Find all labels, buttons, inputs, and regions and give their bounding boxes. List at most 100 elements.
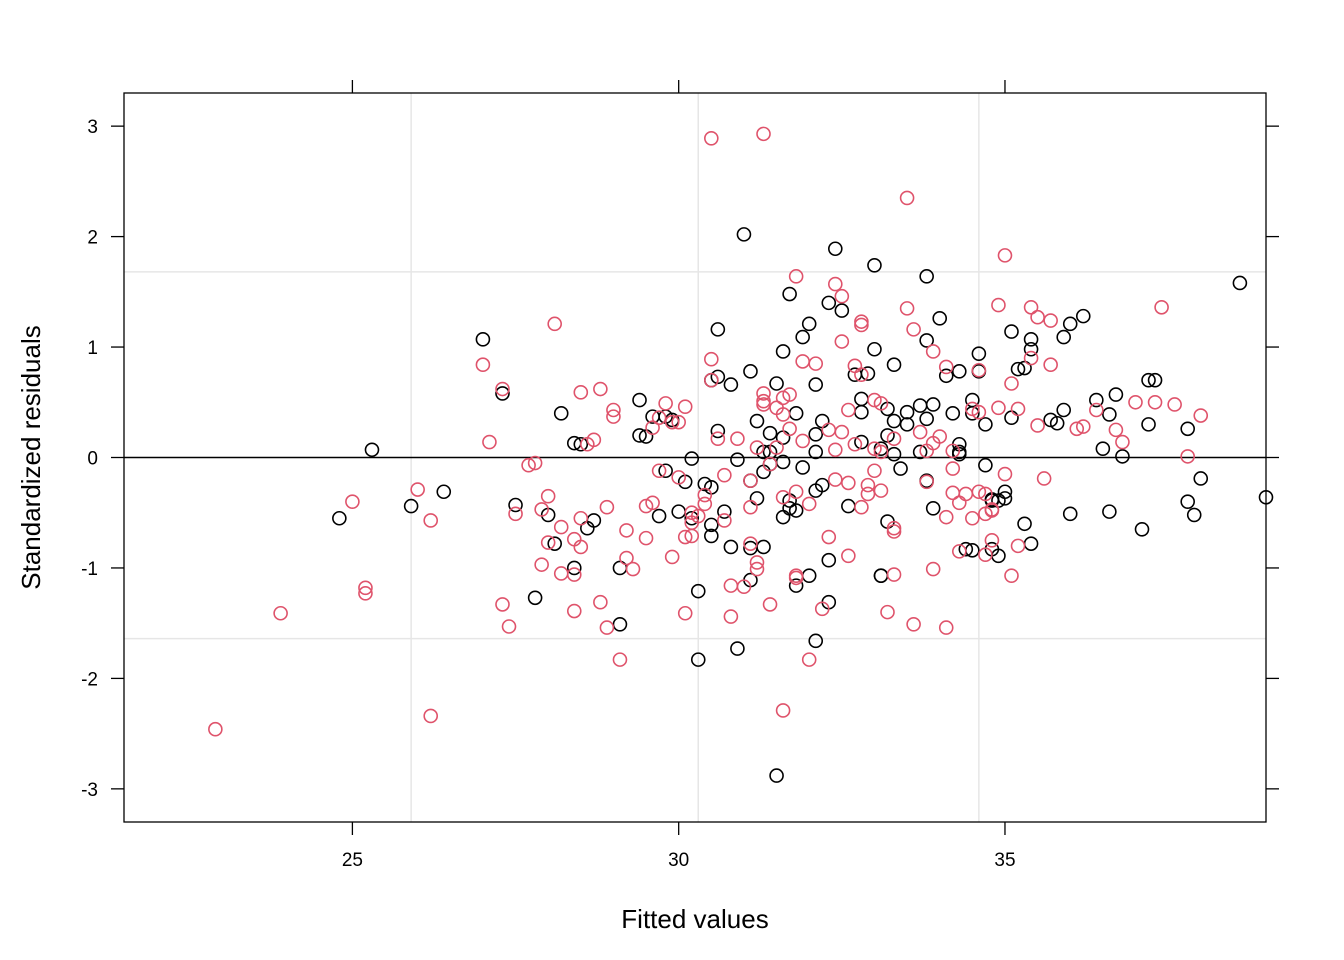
point-s1-166 <box>1004 568 1019 583</box>
point-s1-6 <box>423 513 439 528</box>
point-s0-153 <box>1102 407 1117 422</box>
point-s1-107 <box>834 334 850 349</box>
point-s0-137 <box>1004 324 1019 339</box>
y-tick-label-2: -1 <box>81 559 98 580</box>
point-s0-89 <box>854 434 869 450</box>
point-s1-36 <box>606 409 621 424</box>
point-s1-116 <box>854 367 869 382</box>
point-s0-123 <box>965 406 980 421</box>
point-s0-13 <box>573 436 589 452</box>
point-s0-92 <box>867 341 882 357</box>
point-s0-107 <box>912 398 928 413</box>
point-s1-151 <box>965 510 980 526</box>
point-s1-186 <box>1193 408 1209 423</box>
point-s1-58 <box>690 508 706 524</box>
point-s1-26 <box>573 385 589 400</box>
point-s1-82 <box>762 456 778 472</box>
point-s1-16 <box>534 557 549 572</box>
point-s1-129 <box>886 524 902 539</box>
point-s0-115 <box>938 368 954 384</box>
point-s1-30 <box>586 432 602 448</box>
point-s1-77 <box>756 386 771 401</box>
point-s0-50 <box>749 491 765 506</box>
point-s1-173 <box>1030 418 1045 433</box>
point-s1-172 <box>1030 309 1045 325</box>
point-s0-18 <box>632 428 647 443</box>
point-s0-101 <box>886 413 902 429</box>
point-s1-169 <box>1010 401 1026 417</box>
point-s1-11 <box>495 597 510 612</box>
point-s0-58 <box>769 376 784 391</box>
point-s1-144 <box>938 509 954 525</box>
point-s0-109 <box>919 411 934 427</box>
point-s1-114 <box>854 314 869 329</box>
point-s1-93 <box>788 269 804 284</box>
point-s1-180 <box>1108 422 1124 438</box>
point-s0-19 <box>632 392 647 408</box>
point-s1-1 <box>273 605 288 621</box>
point-s0-79 <box>814 477 830 493</box>
point-s1-76 <box>749 561 765 577</box>
point-s0-45 <box>736 227 752 242</box>
point-s1-45 <box>651 463 667 479</box>
point-s0-158 <box>1141 372 1156 388</box>
point-s1-85 <box>775 489 791 505</box>
point-s0-136 <box>1004 410 1019 426</box>
point-s1-47 <box>658 396 673 411</box>
point-s0-39 <box>710 322 726 337</box>
point-s1-49 <box>664 414 680 430</box>
point-s0-28 <box>684 510 700 526</box>
point-s1-157 <box>978 547 993 563</box>
point-s0-141 <box>1023 341 1039 357</box>
point-s0-67 <box>788 503 804 518</box>
point-s1-126 <box>880 604 895 620</box>
point-s0-1 <box>364 442 380 458</box>
x-axis-label: Fitted values <box>621 904 768 934</box>
point-s1-62 <box>704 372 719 388</box>
point-s1-118 <box>860 486 876 502</box>
point-s0-68 <box>788 406 804 421</box>
y-tick-label-6: 3 <box>87 117 98 138</box>
point-s0-59 <box>769 768 784 783</box>
point-s1-8 <box>475 357 491 373</box>
point-s1-3 <box>358 580 373 596</box>
point-s1-106 <box>834 288 850 304</box>
point-s1-15 <box>527 455 543 471</box>
point-s1-138 <box>925 561 941 577</box>
point-s1-61 <box>704 351 719 367</box>
point-s1-178 <box>1075 419 1091 434</box>
point-s0-165 <box>1232 275 1248 291</box>
point-s1-142 <box>938 620 954 635</box>
point-s1-127 <box>886 431 902 447</box>
point-s0-37 <box>710 423 726 439</box>
point-s0-125 <box>971 346 987 361</box>
point-s1-105 <box>828 276 843 292</box>
point-s0-33 <box>704 528 719 544</box>
point-s1-57 <box>684 528 700 544</box>
point-s1-109 <box>841 548 856 564</box>
point-s1-158 <box>978 486 993 502</box>
point-s1-146 <box>945 443 961 459</box>
point-s0-12 <box>566 560 582 576</box>
point-s1-149 <box>951 544 967 559</box>
point-s0-9 <box>547 536 562 551</box>
point-s1-59 <box>697 496 713 512</box>
point-s0-70 <box>795 460 810 475</box>
point-s0-71 <box>795 329 810 345</box>
point-s0-30 <box>690 652 706 667</box>
point-s1-33 <box>599 499 615 515</box>
point-s0-95 <box>873 568 889 583</box>
point-s1-92 <box>788 568 804 583</box>
point-s0-88 <box>854 404 869 420</box>
point-s0-4 <box>475 332 491 347</box>
point-s1-40 <box>625 561 641 577</box>
point-s1-113 <box>847 358 863 374</box>
point-s1-74 <box>749 440 765 455</box>
point-s0-146 <box>1056 402 1072 418</box>
point-s1-24 <box>566 567 582 582</box>
point-s1-182 <box>1128 394 1143 410</box>
point-s1-161 <box>984 502 1000 517</box>
point-s1-174 <box>1036 471 1052 486</box>
point-s0-23 <box>658 463 673 479</box>
